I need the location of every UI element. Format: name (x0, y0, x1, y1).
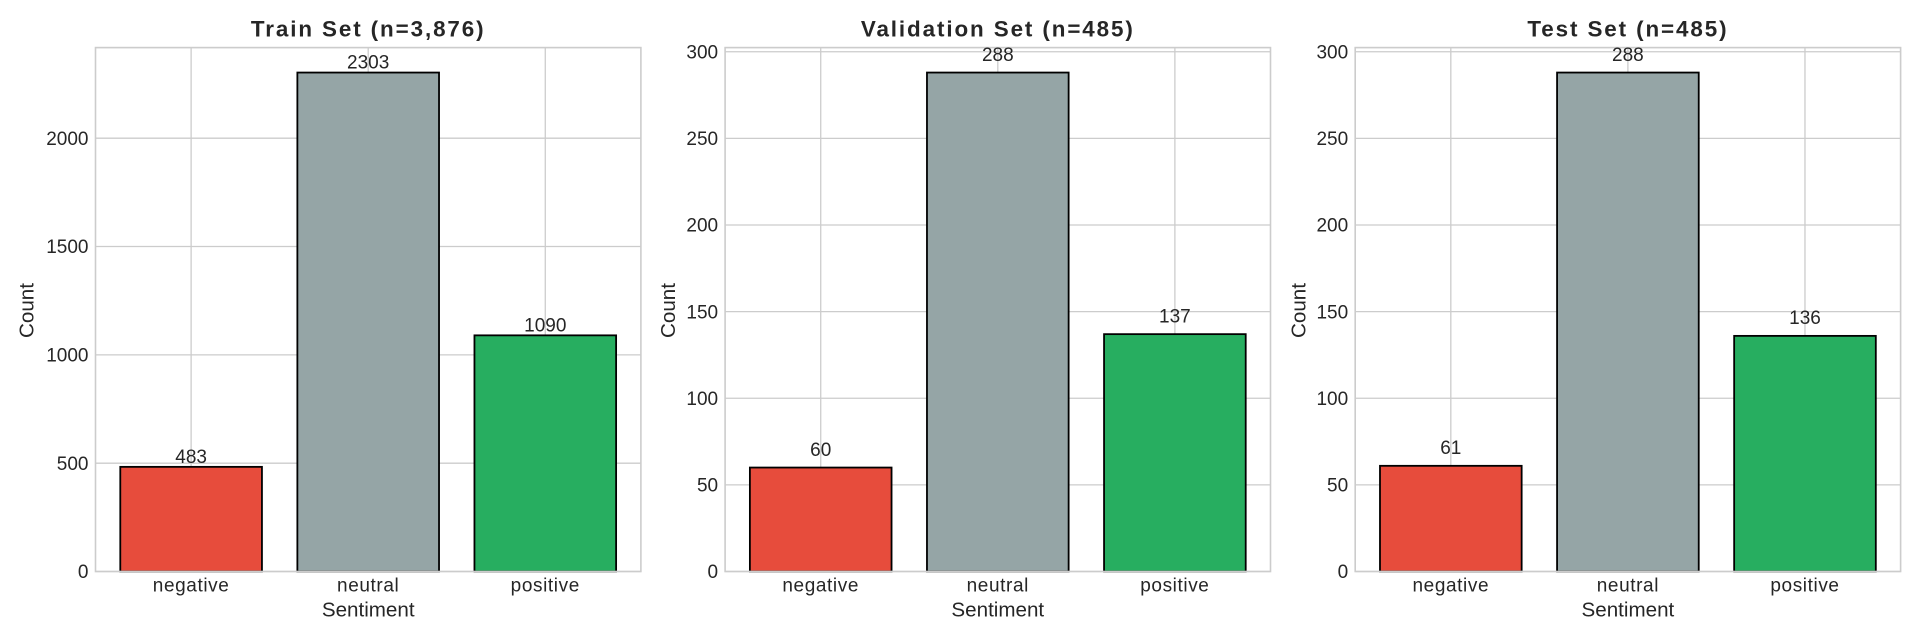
svg-text:500: 500 (57, 454, 89, 475)
svg-text:neutral: neutral (1597, 576, 1659, 597)
svg-text:100: 100 (686, 389, 718, 410)
svg-text:50: 50 (697, 476, 718, 497)
svg-text:136: 136 (1789, 308, 1821, 329)
svg-text:2303: 2303 (347, 52, 389, 73)
svg-text:negative: negative (1412, 576, 1489, 597)
svg-text:positive: positive (1140, 576, 1209, 597)
svg-text:300: 300 (1316, 42, 1348, 63)
svg-text:neutral: neutral (337, 576, 399, 597)
svg-text:60: 60 (810, 440, 831, 461)
svg-text:Count: Count (657, 283, 680, 338)
svg-text:2000: 2000 (46, 129, 88, 150)
svg-text:1500: 1500 (46, 237, 88, 258)
svg-text:288: 288 (982, 45, 1014, 66)
svg-text:250: 250 (1316, 129, 1348, 150)
svg-text:150: 150 (686, 302, 718, 323)
svg-text:positive: positive (1770, 576, 1839, 597)
svg-text:150: 150 (1316, 302, 1348, 323)
svg-text:negative: negative (782, 576, 859, 597)
svg-text:neutral: neutral (967, 576, 1029, 597)
svg-text:100: 100 (1316, 389, 1348, 410)
svg-text:Sentiment: Sentiment (322, 598, 415, 621)
svg-text:1000: 1000 (46, 346, 88, 367)
svg-text:300: 300 (686, 42, 718, 63)
svg-text:Test Set (n=485): Test Set (n=485) (1527, 16, 1728, 41)
svg-text:Sentiment: Sentiment (951, 598, 1044, 621)
svg-text:61: 61 (1440, 438, 1461, 459)
svg-text:0: 0 (708, 562, 719, 583)
svg-text:Sentiment: Sentiment (1582, 598, 1675, 621)
svg-text:137: 137 (1159, 306, 1191, 327)
svg-text:50: 50 (1327, 476, 1348, 497)
svg-text:negative: negative (153, 576, 230, 597)
svg-text:Validation Set (n=485): Validation Set (n=485) (861, 16, 1135, 41)
svg-text:Train Set (n=3,876): Train Set (n=3,876) (251, 16, 486, 41)
svg-text:483: 483 (175, 447, 207, 468)
svg-text:0: 0 (78, 562, 89, 583)
svg-text:Count: Count (1287, 283, 1310, 338)
svg-text:positive: positive (511, 576, 580, 597)
svg-text:Count: Count (16, 283, 39, 338)
svg-text:1090: 1090 (524, 315, 566, 336)
svg-text:200: 200 (686, 216, 718, 237)
svg-text:200: 200 (1316, 216, 1348, 237)
svg-text:0: 0 (1338, 562, 1349, 583)
svg-text:250: 250 (686, 129, 718, 150)
svg-text:288: 288 (1612, 45, 1644, 66)
